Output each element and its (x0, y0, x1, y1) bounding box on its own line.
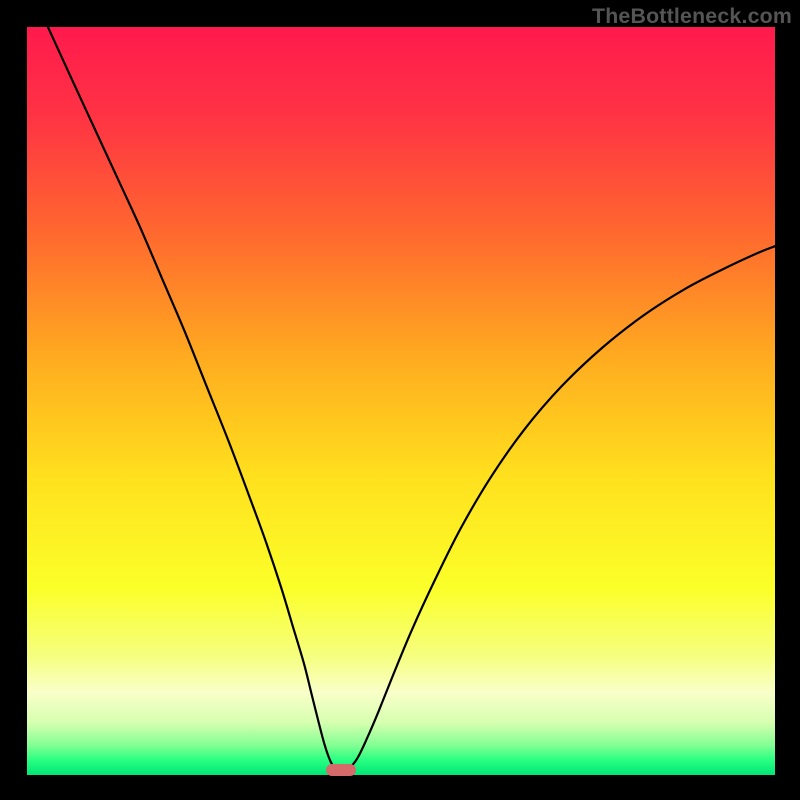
vertex-marker (326, 764, 356, 776)
plot-frame (27, 27, 775, 775)
chart-container: TheBottleneck.com (0, 0, 800, 800)
bottleneck-curve (27, 27, 775, 775)
watermark-text: TheBottleneck.com (592, 4, 792, 29)
